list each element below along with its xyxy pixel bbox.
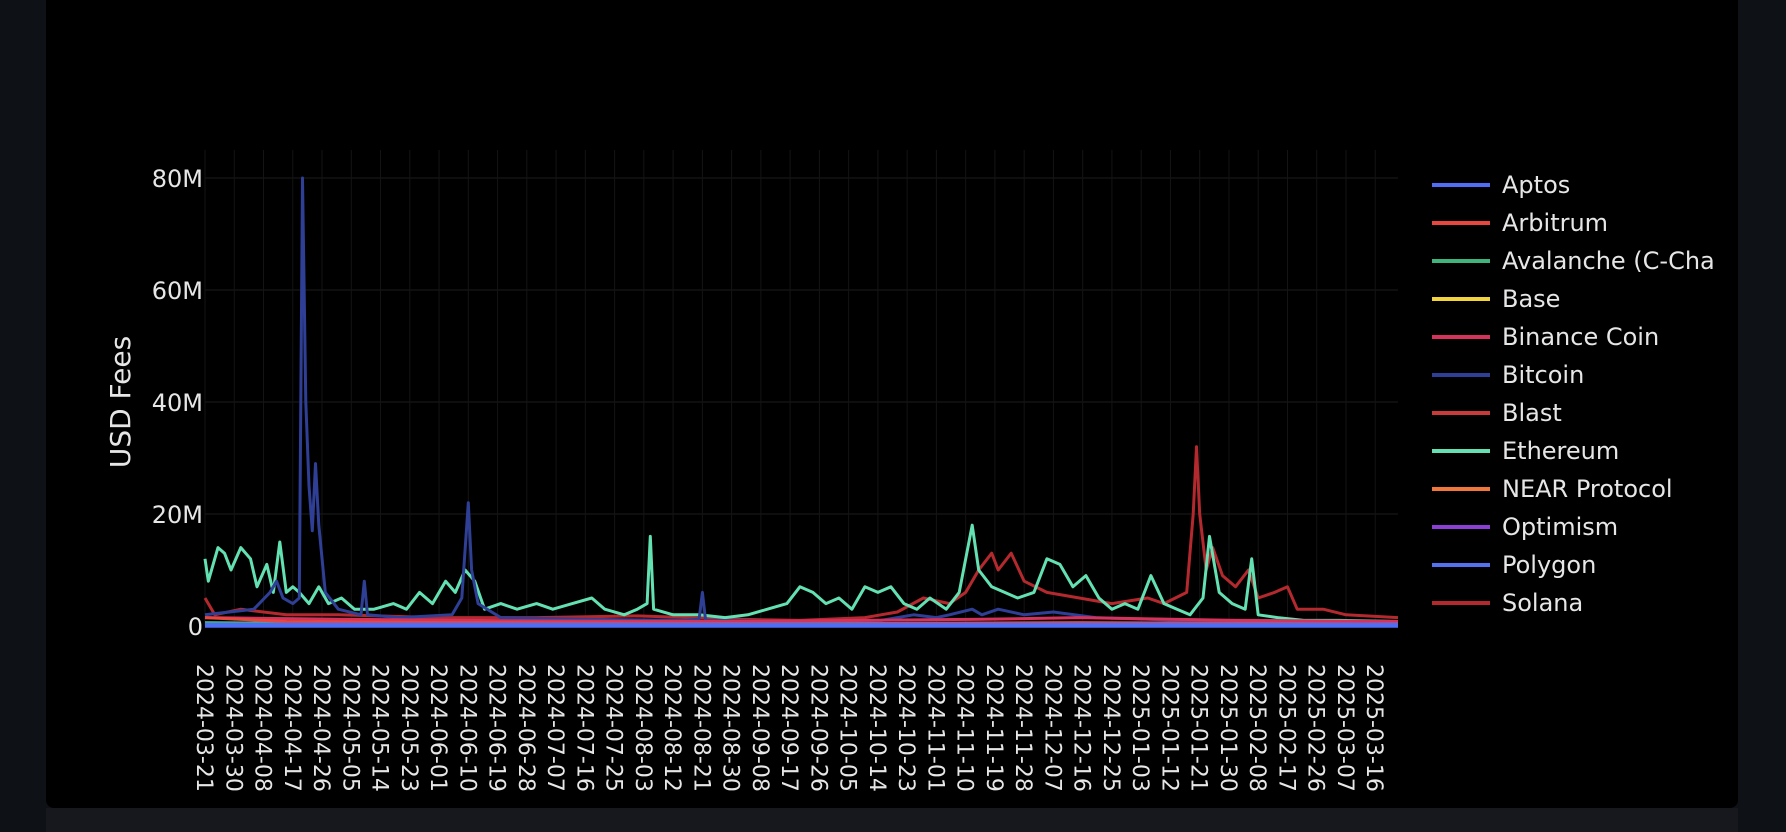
chart-card bbox=[46, 0, 1738, 808]
legend[interactable]: Aptos Arbitrum Avalanche (C-Chain) Base Bina… bbox=[1432, 171, 1746, 617]
series-lines bbox=[203, 176, 1399, 628]
x-tick-label: 2024-04-26 bbox=[308, 664, 333, 792]
x-tick-label: 2024-07-07 bbox=[542, 664, 567, 792]
y-tick-label: 80M bbox=[152, 165, 203, 193]
x-tick-label: 2024-03-21 bbox=[191, 664, 216, 792]
legend-label: Arbitrum bbox=[1502, 209, 1608, 237]
x-tick-label: 2025-01-03 bbox=[1127, 664, 1152, 792]
y-tick-label: 60M bbox=[152, 277, 203, 305]
legend-item[interactable]: NEAR Protocol bbox=[1432, 475, 1673, 503]
legend-item[interactable]: Ethereum bbox=[1432, 437, 1619, 465]
series-line-binance-coin bbox=[204, 616, 1399, 623]
x-tick-label: 2025-02-08 bbox=[1244, 664, 1269, 792]
x-tick-label: 2024-12-16 bbox=[1069, 664, 1094, 792]
legend-label: Optimism bbox=[1502, 513, 1618, 541]
x-tick-label: 2024-09-08 bbox=[747, 664, 772, 792]
x-tick-label: 2024-11-19 bbox=[981, 664, 1006, 792]
legend-item[interactable]: Aptos bbox=[1432, 171, 1570, 199]
legend-item[interactable]: Blast bbox=[1432, 399, 1562, 427]
legend-item[interactable]: Binance Coin bbox=[1432, 323, 1659, 351]
x-tick-label: 2025-01-12 bbox=[1156, 664, 1181, 792]
legend-item[interactable]: Bitcoin bbox=[1432, 361, 1584, 389]
x-tick-label: 2024-06-10 bbox=[454, 664, 479, 792]
footer-band bbox=[46, 808, 1738, 832]
legend-label: Polygon bbox=[1502, 551, 1596, 579]
x-tick-label: 2024-08-21 bbox=[688, 664, 713, 792]
x-tick-label: 2024-12-07 bbox=[1039, 664, 1064, 792]
x-tick-label: 2024-09-17 bbox=[776, 664, 801, 792]
series-line-solana bbox=[203, 445, 1399, 622]
x-tick-label: 2024-05-05 bbox=[337, 664, 362, 792]
legend-item[interactable]: Base bbox=[1432, 285, 1560, 313]
grid bbox=[204, 150, 1398, 627]
legend-label: Base bbox=[1502, 285, 1560, 313]
series-line-ethereum bbox=[203, 523, 1399, 623]
legend-label: NEAR Protocol bbox=[1502, 475, 1673, 503]
legend-label: Avalanche (C-Chain) bbox=[1502, 247, 1746, 275]
x-tick-label: 2025-01-30 bbox=[1215, 664, 1240, 792]
y-tick-label: 40M bbox=[152, 389, 203, 417]
x-tick-label: 2024-12-25 bbox=[1098, 664, 1123, 792]
x-tick-label: 2024-10-05 bbox=[835, 664, 860, 792]
x-tick-label: 2025-03-07 bbox=[1332, 664, 1357, 792]
x-tick-label: 2024-04-17 bbox=[279, 664, 304, 792]
x-tick-label: 2024-08-30 bbox=[718, 664, 743, 792]
x-tick-label: 2024-11-01 bbox=[922, 664, 947, 792]
y-tick-label: 20M bbox=[152, 501, 203, 529]
legend-label: Ethereum bbox=[1502, 437, 1619, 465]
x-tick-label: 2024-10-23 bbox=[893, 664, 918, 792]
x-tick-label: 2024-10-14 bbox=[864, 664, 889, 792]
legend-label: Bitcoin bbox=[1502, 361, 1584, 389]
y-axis-title: USD Fees bbox=[104, 336, 137, 468]
x-axis-ticks: 2024-03-21 2024-03-30 2024-04-08 2024-04-17… bbox=[191, 664, 1386, 792]
x-tick-label: 2024-06-19 bbox=[484, 664, 509, 792]
y-tick-label: 0 bbox=[188, 613, 203, 641]
legend-label: Binance Coin bbox=[1502, 323, 1659, 351]
x-tick-label: 2025-03-16 bbox=[1361, 664, 1386, 792]
legend-label: Solana bbox=[1502, 589, 1583, 617]
series-line-bitcoin bbox=[204, 176, 1399, 625]
x-tick-label: 2025-02-26 bbox=[1303, 664, 1328, 792]
legend-label: Aptos bbox=[1502, 171, 1570, 199]
legend-item[interactable]: Polygon bbox=[1432, 551, 1596, 579]
x-tick-label: 2025-02-17 bbox=[1273, 664, 1298, 792]
x-tick-label: 2024-04-08 bbox=[250, 664, 275, 792]
legend-item[interactable]: Avalanche (C-Chain) bbox=[1432, 247, 1746, 275]
x-tick-label: 2024-06-01 bbox=[425, 664, 450, 792]
x-tick-label: 2024-08-03 bbox=[630, 664, 655, 792]
x-tick-label: 2025-01-21 bbox=[1186, 664, 1211, 792]
legend-item[interactable]: Arbitrum bbox=[1432, 209, 1608, 237]
x-tick-label: 2024-05-23 bbox=[396, 664, 421, 792]
x-tick-label: 2024-11-28 bbox=[1010, 664, 1035, 792]
x-tick-label: 2024-06-28 bbox=[513, 664, 538, 792]
legend-item[interactable]: Solana bbox=[1432, 589, 1583, 617]
x-tick-label: 2024-07-25 bbox=[601, 664, 626, 792]
y-axis-ticks: 0 20M 40M 60M 80M bbox=[152, 165, 203, 641]
legend-item[interactable]: Optimism bbox=[1432, 513, 1618, 541]
x-tick-label: 2024-03-30 bbox=[220, 664, 245, 792]
x-tick-label: 2024-07-16 bbox=[571, 664, 596, 792]
x-tick-label: 2024-09-26 bbox=[805, 664, 830, 792]
x-tick-label: 2024-05-14 bbox=[367, 664, 392, 792]
x-tick-label: 2024-08-12 bbox=[659, 664, 684, 792]
legend-label: Blast bbox=[1502, 399, 1562, 427]
x-tick-label: 2024-11-10 bbox=[952, 664, 977, 792]
